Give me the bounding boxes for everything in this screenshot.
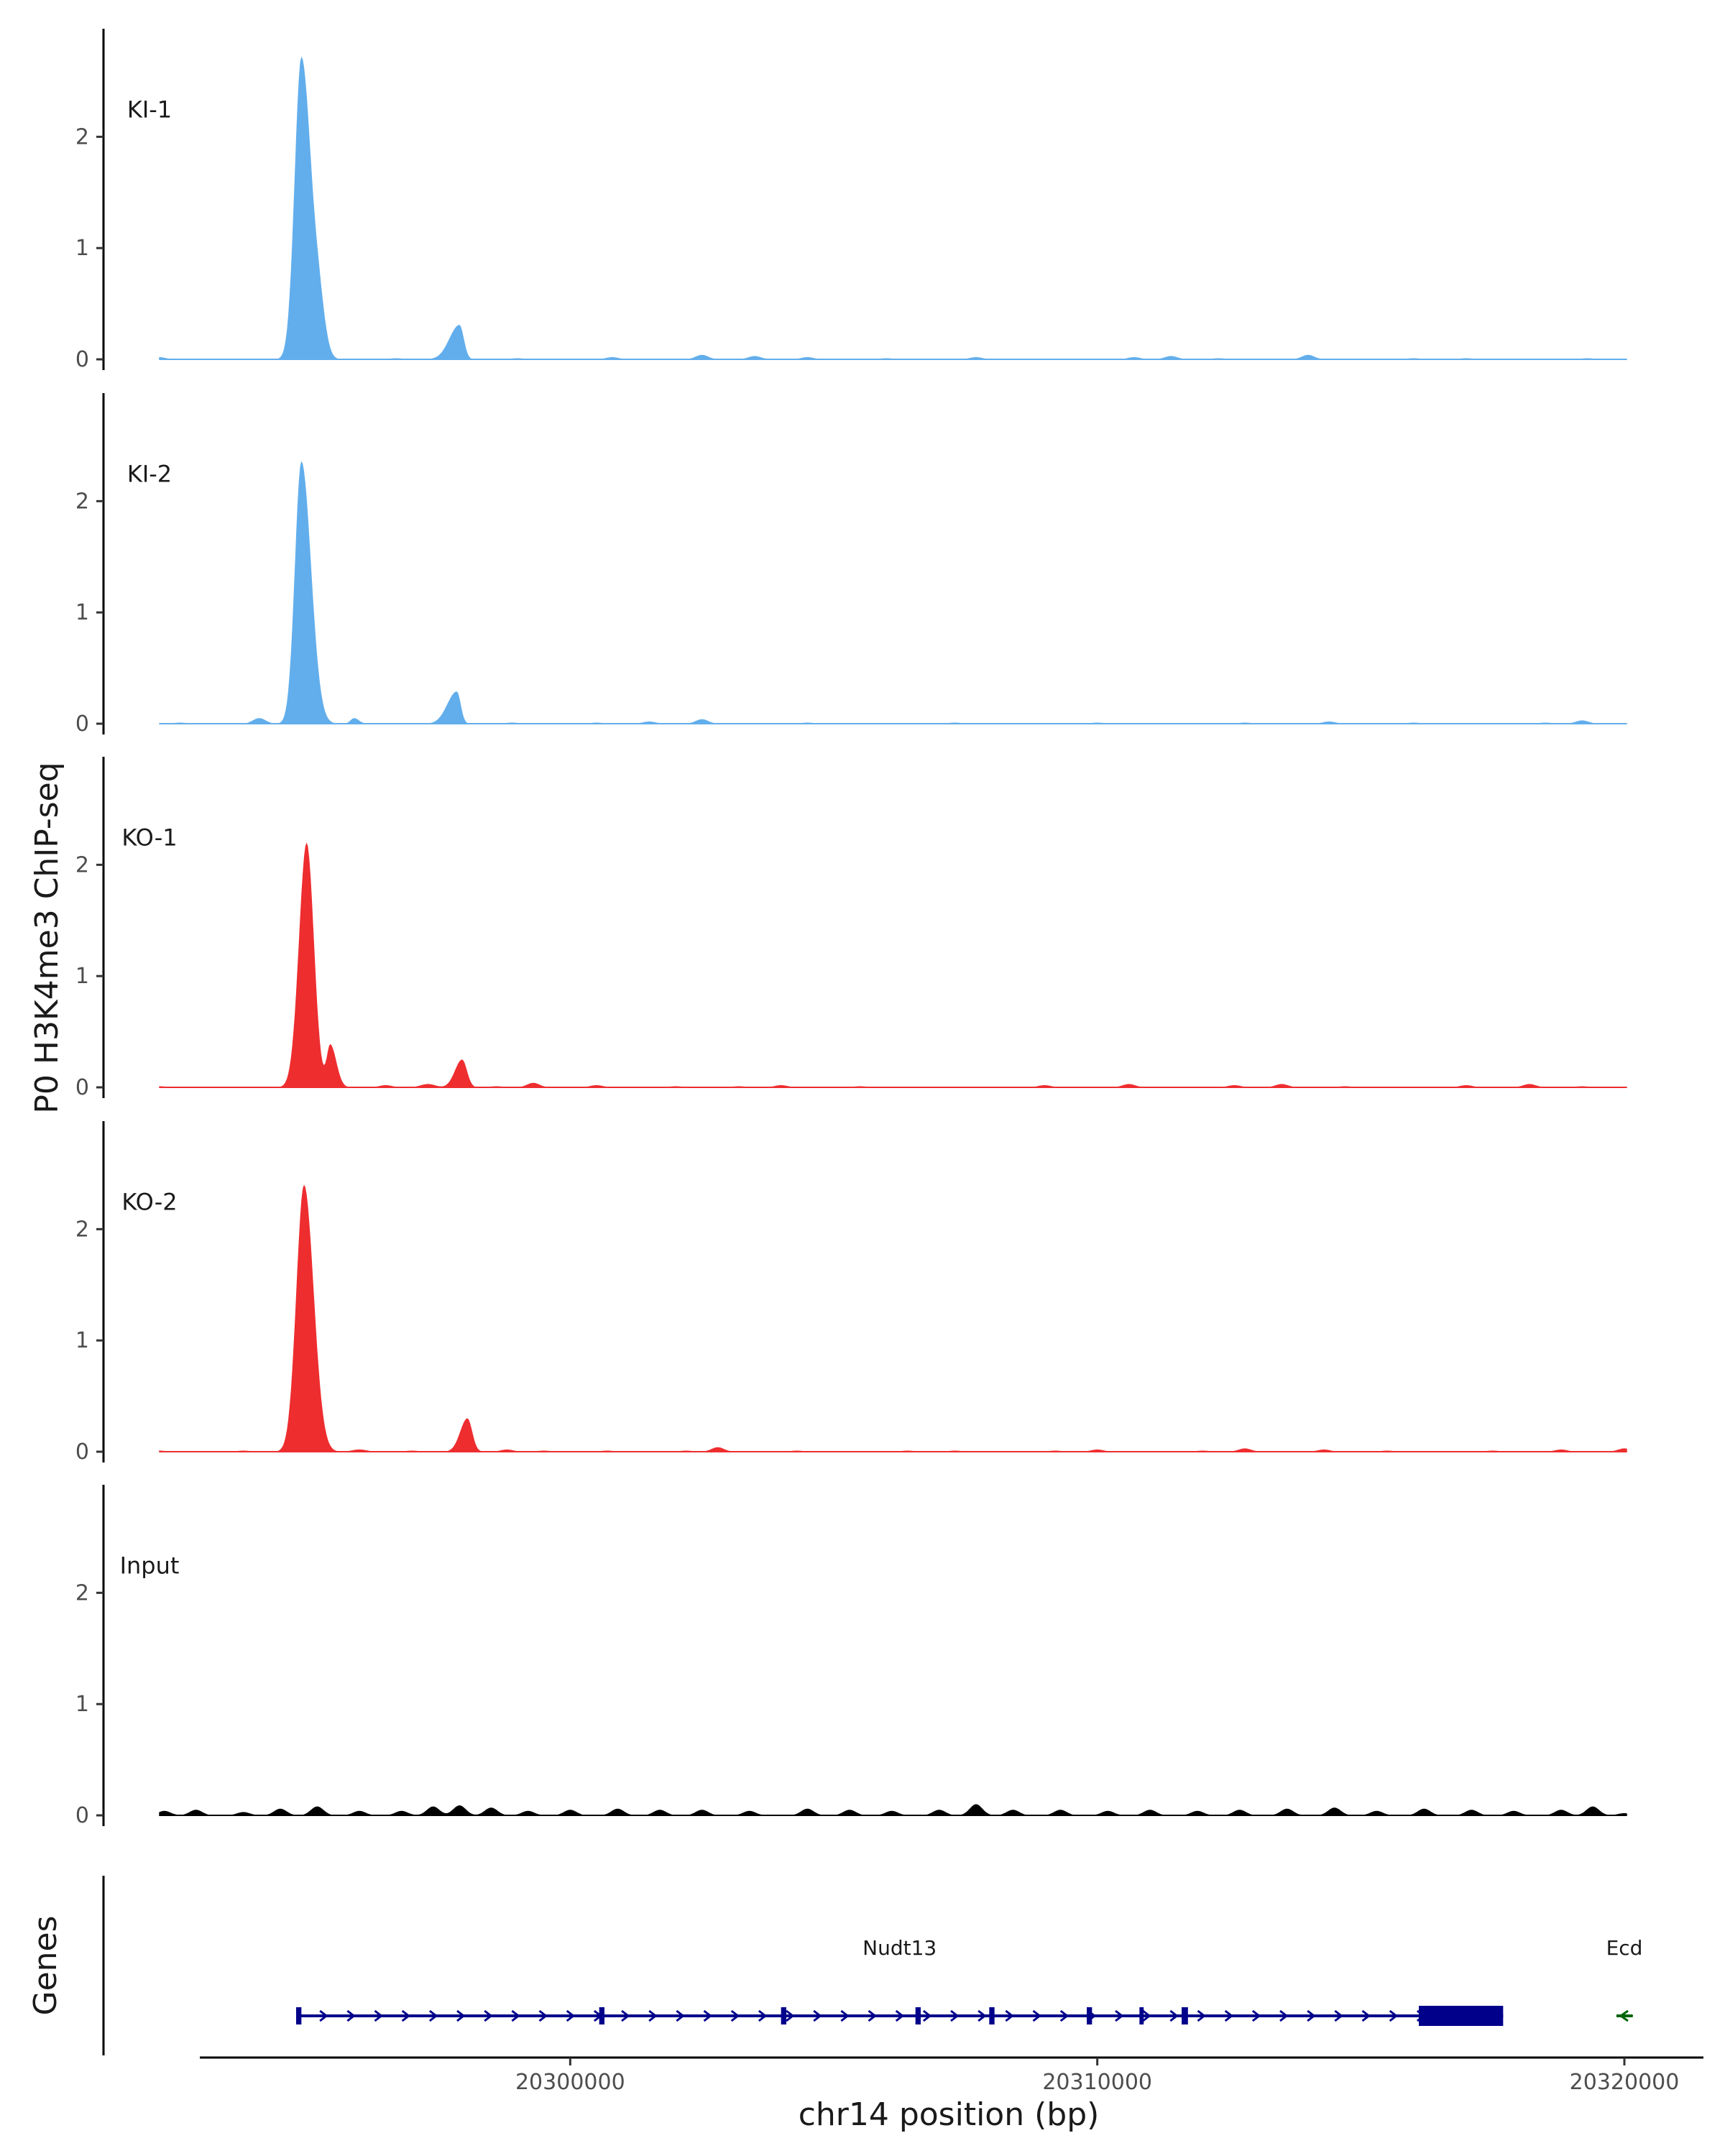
strand-arrow <box>1279 2009 1289 2022</box>
strand-arrow <box>428 2009 438 2022</box>
strand-arrow <box>1251 2009 1261 2022</box>
x-axis: 20300000 20310000 20320000 <box>200 2056 1703 2095</box>
strand-arrow <box>786 2009 795 2022</box>
strand-arrow <box>1361 2009 1371 2022</box>
track-label: KI-1 <box>127 96 172 123</box>
track-label: KO-2 <box>121 1188 177 1215</box>
strand-arrow <box>621 2009 630 2022</box>
strand-arrow <box>813 2009 822 2022</box>
strand-arrow <box>950 2009 960 2022</box>
gene-exon <box>1139 2007 1144 2024</box>
strand-arrow <box>538 2009 548 2022</box>
gene-exon <box>1419 2006 1504 2026</box>
genes-label: Genes <box>27 1915 64 2015</box>
gene-exon <box>296 2007 302 2024</box>
y-tick-label: 2 <box>75 489 89 514</box>
strand-arrow <box>1032 2009 1041 2022</box>
x-tick-label: 20310000 <box>1042 2070 1152 2095</box>
y-tick-label: 2 <box>75 124 89 149</box>
y-tick-label: 2 <box>75 1217 89 1242</box>
coverage-tracks: 0 1 2 KI-1 0 1 2 KI-2 0 1 2 KO-1 0 1 2 KO-2 0 1 2 Input <box>75 29 1627 1828</box>
strand-arrow <box>1169 2009 1179 2022</box>
gene-name: Nudt13 <box>862 1936 937 1960</box>
gene-exon <box>1087 2007 1092 2024</box>
strand-arrow <box>346 2009 356 2022</box>
strand-arrow <box>1197 2009 1206 2022</box>
gene-name: Ecd <box>1606 1936 1643 1960</box>
y-tick-label: 1 <box>75 236 89 261</box>
strand-arrow <box>868 2009 877 2022</box>
y-tick-label: 0 <box>75 347 89 372</box>
x-tick-label: 20300000 <box>515 2070 625 2095</box>
strand-arrow <box>1142 2009 1151 2022</box>
y-tick-label: 1 <box>75 1328 89 1353</box>
strand-arrow <box>703 2009 712 2022</box>
strand-arrow <box>1059 2009 1070 2022</box>
x-tick-label: 20320000 <box>1570 2070 1680 2095</box>
genes-panel: Genes Nudt13 Ecd <box>27 1876 1642 2055</box>
strand-arrow <box>319 2009 328 2022</box>
strand-arrow <box>511 2009 520 2022</box>
track-ki-2: 0 1 2 KI-2 <box>75 393 1627 737</box>
coverage-area <box>159 56 1627 360</box>
gene-nudt13: Nudt13 <box>296 1936 1504 2026</box>
coverage-area <box>159 461 1627 724</box>
y-tick-label: 2 <box>75 1580 89 1606</box>
y-axis-title: P0 H3K4me3 ChIP-seq <box>29 762 65 1113</box>
y-tick-label: 0 <box>75 1075 89 1100</box>
strand-arrow <box>374 2009 383 2022</box>
strand-arrow <box>1307 2009 1316 2022</box>
strand-arrow <box>566 2009 576 2022</box>
coverage-area <box>159 1804 1627 1815</box>
track-ko-1: 0 1 2 KO-1 <box>75 757 1627 1100</box>
coverage-area <box>159 1184 1627 1452</box>
y-tick-label: 0 <box>75 711 89 737</box>
track-label: KO-1 <box>121 824 177 851</box>
strand-arrow <box>676 2009 685 2022</box>
track-input: 0 1 2 Input <box>75 1485 1627 1828</box>
strand-arrow <box>1005 2009 1014 2022</box>
strand-arrow <box>1389 2009 1399 2022</box>
gene-exon <box>989 2007 995 2024</box>
y-tick-label: 1 <box>75 600 89 625</box>
track-ko-2: 0 1 2 KO-2 <box>75 1121 1627 1465</box>
y-tick-label: 0 <box>75 1803 89 1828</box>
gene-exon <box>599 2007 604 2024</box>
y-tick-label: 2 <box>75 852 89 877</box>
gene-exon <box>915 2007 921 2024</box>
gene-ecd: Ecd <box>1606 1936 1643 2022</box>
strand-arrow <box>895 2009 905 2022</box>
strand-arrow <box>758 2009 768 2022</box>
gene-exon <box>781 2007 786 2024</box>
track-label: KI-2 <box>127 460 172 487</box>
strand-arrow <box>401 2009 411 2022</box>
strand-arrow <box>840 2009 850 2022</box>
track-ki-1: 0 1 2 KI-1 <box>75 29 1627 372</box>
strand-arrow <box>978 2009 987 2022</box>
strand-arrow <box>1115 2009 1124 2022</box>
strand-arrow <box>1224 2009 1234 2022</box>
gene-exon <box>1182 2007 1188 2024</box>
strand-arrow <box>730 2009 740 2022</box>
y-tick-label: 1 <box>75 964 89 989</box>
strand-arrow <box>1334 2009 1343 2022</box>
strand-arrow <box>484 2009 493 2022</box>
coverage-area <box>159 842 1627 1087</box>
strand-arrow <box>648 2009 658 2022</box>
strand-arrow <box>456 2009 466 2022</box>
y-tick-label: 1 <box>75 1692 89 1717</box>
x-axis-title: chr14 position (bp) <box>799 2096 1100 2133</box>
y-tick-label: 0 <box>75 1439 89 1465</box>
strand-arrow <box>922 2009 932 2022</box>
track-label: Input <box>120 1552 180 1579</box>
